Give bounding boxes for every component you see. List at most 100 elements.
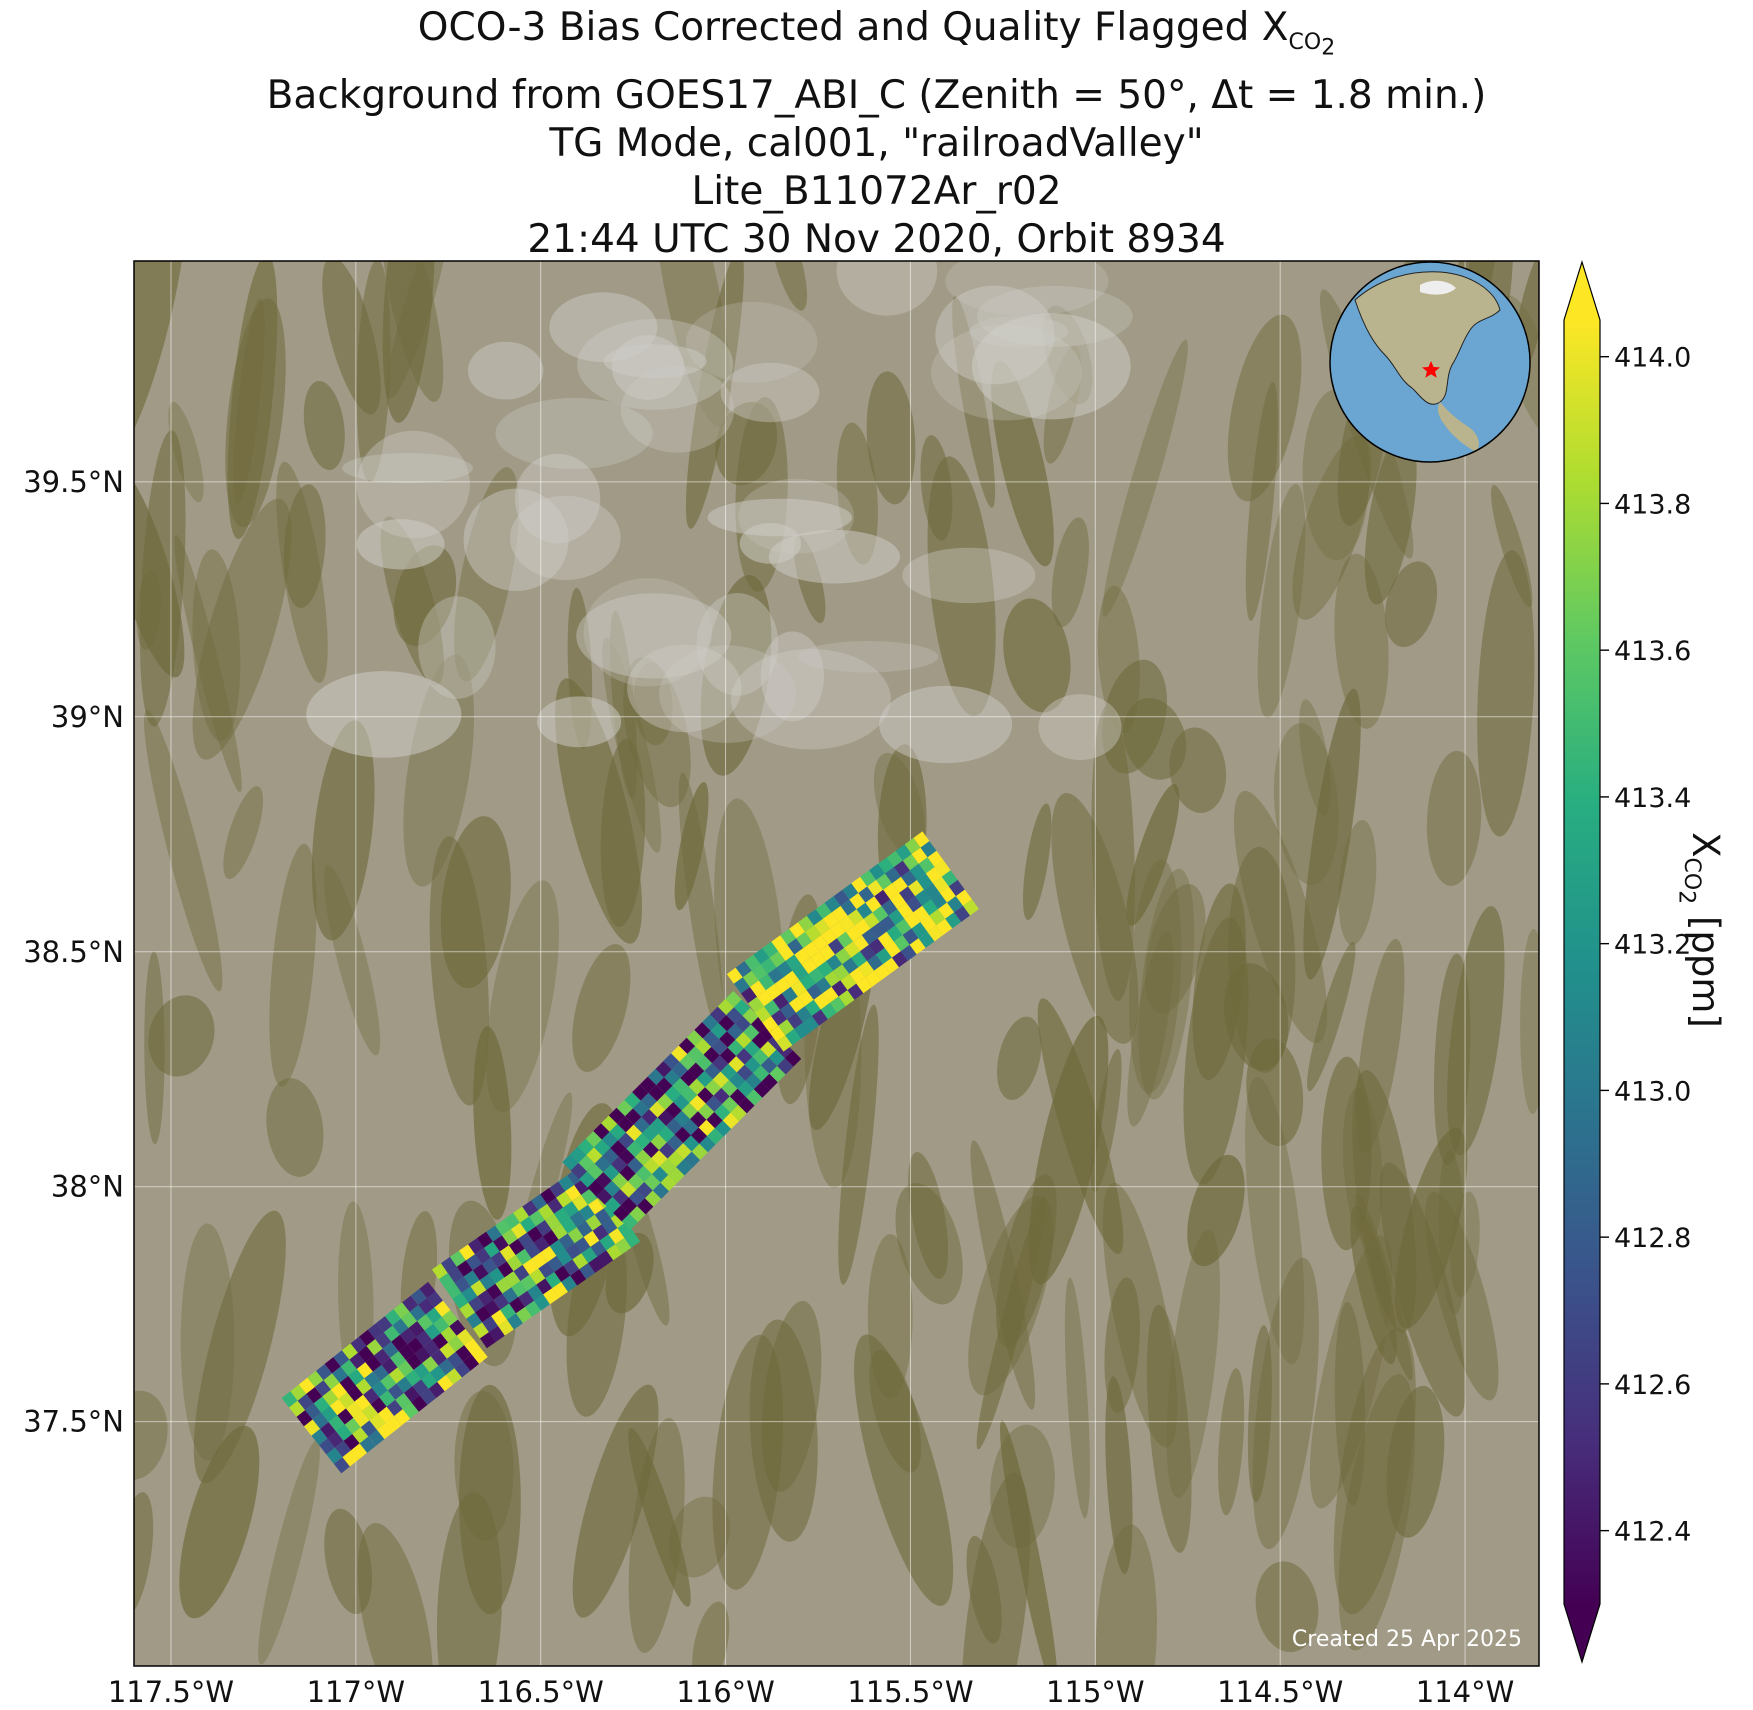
sounding-cell: [586, 1147, 603, 1164]
sounding-cell: [735, 961, 752, 978]
sounding-cell: [838, 915, 855, 932]
sounding-cell: [726, 1023, 744, 1040]
sounding-cell: [449, 1250, 466, 1267]
sounding-cell: [398, 1344, 415, 1361]
x-tick-label: 116°W: [676, 1675, 775, 1709]
sounding-cell: [874, 889, 891, 906]
sounding-cell: [697, 1103, 715, 1120]
sounding-cell: [595, 1172, 612, 1189]
sounding-cell: [488, 1325, 505, 1342]
sounding-cell: [633, 1116, 650, 1134]
ridge-shape: [1364, 429, 1417, 605]
sounding-cell: [475, 1306, 492, 1323]
sounding-cell: [760, 1057, 778, 1074]
ridge-shape: [602, 637, 662, 853]
sounding-cell: [672, 1077, 689, 1095]
sounding-cell: [364, 1371, 381, 1388]
sounding-cell: [479, 1273, 496, 1291]
sounding-cell: [922, 899, 939, 916]
sounding-cell: [885, 867, 901, 884]
sounding-cell: [603, 1164, 620, 1181]
sounding-cell: [865, 896, 882, 913]
sounding-cell: [429, 1365, 446, 1382]
sounding-cell: [473, 1322, 489, 1339]
title-line-5: 21:44 UTC 30 Nov 2020, Orbit 8934: [527, 217, 1226, 263]
sounding-cell: [634, 1133, 651, 1150]
cloud-shape: [549, 292, 658, 363]
sounding-cell: [599, 1234, 616, 1251]
ridge-shape: [144, 710, 223, 992]
sounding-cell: [730, 1104, 747, 1122]
ridge-shape: [970, 1140, 1036, 1410]
sounding-cell: [371, 1380, 388, 1398]
sounding-cell: [900, 944, 917, 961]
sounding-cell: [660, 1174, 677, 1192]
sounding-cell: [652, 1182, 670, 1199]
sounding-cell: [348, 1369, 365, 1386]
sounding-cell: [744, 1056, 761, 1074]
sounding-cell: [579, 1263, 596, 1280]
sounding-cell: [387, 1383, 404, 1400]
sounding-cell: [738, 1097, 755, 1114]
sounding-cell: [569, 1146, 587, 1163]
sounding-cell: [356, 1362, 373, 1379]
sounding-cell: [815, 902, 832, 919]
ridge-shape: [836, 422, 878, 565]
sounding-cell: [563, 1259, 580, 1276]
sounding-cell: [497, 1261, 514, 1278]
sounding-cell: [801, 957, 818, 974]
sounding-cell: [753, 948, 770, 965]
sounding-cell: [438, 1273, 455, 1290]
sounding-cell: [833, 889, 850, 906]
ridge-shape: [1477, 550, 1535, 837]
sounding-cell: [931, 892, 947, 910]
ridge-shape: [749, 1319, 818, 1542]
sounding-cell: [904, 837, 921, 855]
sounding-cell: [665, 1102, 682, 1119]
sounding-cell: [576, 1220, 593, 1238]
ridge-shape: [1520, 928, 1539, 1115]
ridge-shape: [139, 430, 186, 727]
sounding-cell: [703, 1046, 720, 1064]
colorbar-title-unit: [ppm]: [1683, 904, 1727, 1028]
sounding-cell: [678, 1037, 696, 1054]
sounding-cell: [466, 1312, 483, 1329]
sounding-cell: [764, 999, 780, 1017]
cloud-shape: [495, 397, 653, 470]
sounding-cell: [590, 1240, 607, 1257]
sounding-cell: [699, 1135, 716, 1153]
sounding-cell: [504, 1212, 521, 1230]
sounding-cell: [796, 931, 813, 949]
sounding-cell: [790, 980, 807, 997]
ridge-shape: [1426, 750, 1482, 886]
ridge-shape: [838, 1004, 879, 1285]
cloud-shape: [760, 631, 825, 722]
ridge-shape: [266, 1078, 324, 1177]
sounding-cell: [706, 1111, 723, 1129]
sounding-cell: [865, 970, 882, 987]
ridge-shape: [148, 995, 215, 1077]
ridge-shape: [908, 1152, 949, 1279]
inset-globe: [1329, 261, 1531, 463]
colorbar-tick-label: 413.6: [1614, 636, 1691, 667]
sounding-cell: [431, 1263, 448, 1280]
cloud-shape: [342, 453, 473, 484]
sounding-cell: [710, 1022, 727, 1040]
sounding-cell: [468, 1296, 485, 1313]
sounding-cell: [565, 1243, 582, 1260]
sounding-cell: [849, 967, 866, 984]
sounding-cell: [836, 931, 853, 948]
sounding-cell: [428, 1381, 445, 1399]
sounding-cell: [762, 1016, 779, 1033]
sounding-cell: [501, 1229, 518, 1246]
sounding-cell: [826, 954, 843, 971]
sounding-cell: [463, 1270, 480, 1287]
cloud-shape: [577, 318, 734, 410]
sounding-cell: [714, 1120, 732, 1137]
sounding-cell: [829, 922, 846, 939]
sounding-cell: [627, 1157, 644, 1174]
ridge-shape: [770, 261, 808, 311]
sounding-cell: [349, 1352, 366, 1370]
ridge-shape: [1379, 1162, 1466, 1417]
ridge-shape: [1424, 1191, 1499, 1401]
